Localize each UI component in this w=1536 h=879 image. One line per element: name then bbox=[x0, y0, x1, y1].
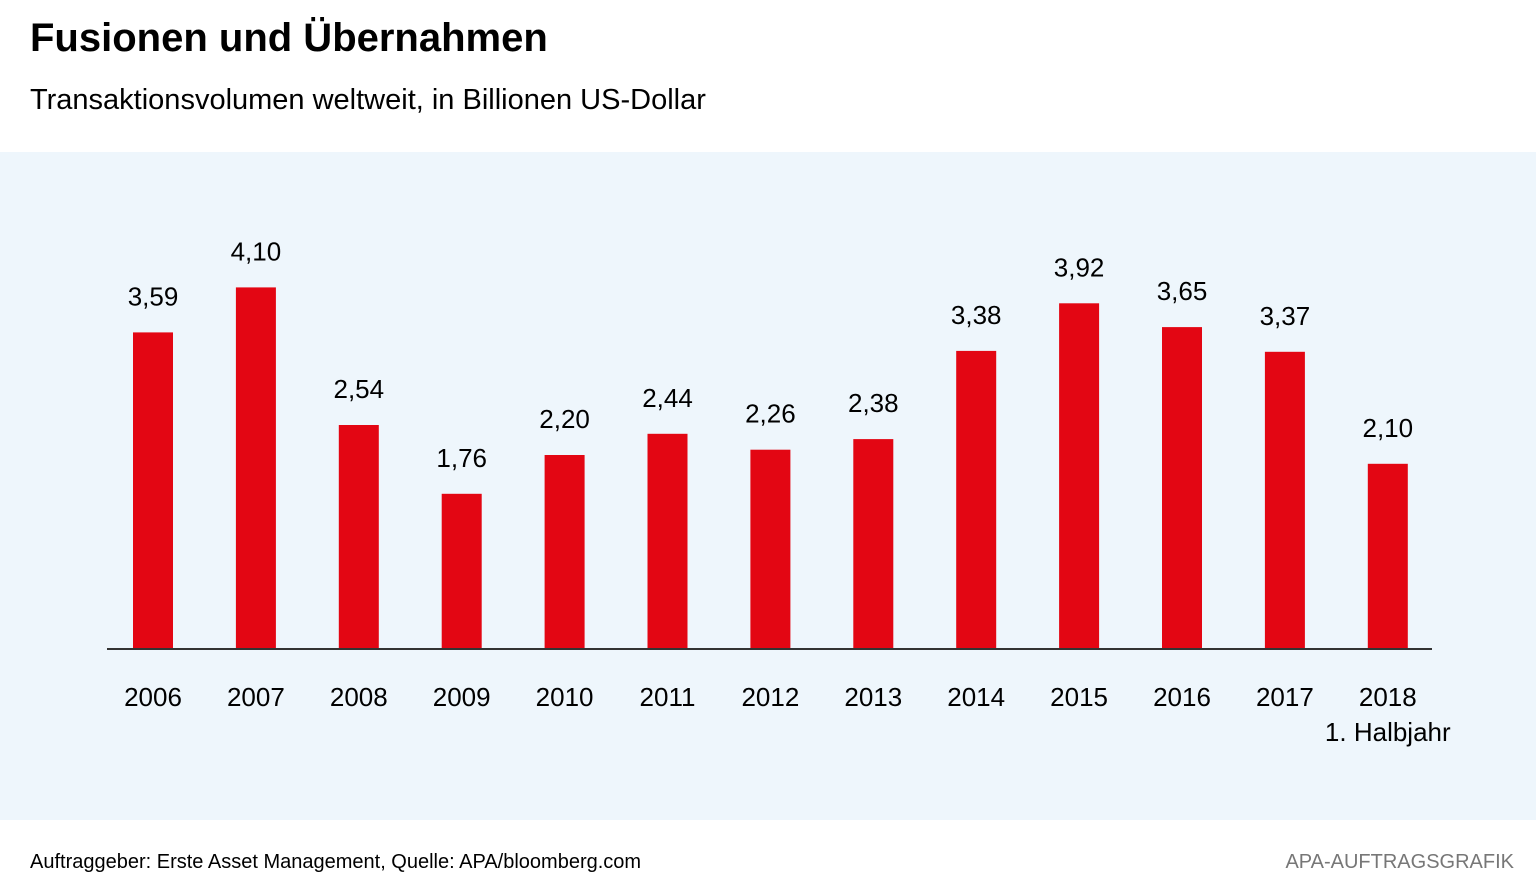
value-label-2007: 4,10 bbox=[231, 236, 282, 266]
value-label-2015: 3,92 bbox=[1054, 252, 1105, 282]
bar-2009 bbox=[441, 493, 482, 649]
bar-2008 bbox=[338, 425, 379, 649]
category-label-2012: 2012 bbox=[741, 682, 799, 712]
value-label-2010: 2,20 bbox=[539, 404, 590, 434]
bar-2013 bbox=[853, 439, 894, 649]
bar-2007 bbox=[235, 287, 276, 649]
category-label-2015: 2015 bbox=[1050, 682, 1108, 712]
bar-2016 bbox=[1162, 327, 1202, 649]
category-label-2013: 2013 bbox=[844, 682, 902, 712]
category-label-2018: 2018 bbox=[1359, 682, 1417, 712]
value-label-2014: 3,38 bbox=[951, 300, 1002, 330]
value-label-2013: 2,38 bbox=[848, 388, 899, 418]
category-label-2017: 2017 bbox=[1256, 682, 1314, 712]
value-label-2008: 2,54 bbox=[333, 374, 384, 404]
category-label-2011: 2011 bbox=[640, 682, 696, 712]
value-label-2011: 2,44 bbox=[642, 383, 693, 413]
value-label-2016: 3,65 bbox=[1157, 276, 1208, 306]
category-label-2008: 2008 bbox=[330, 682, 388, 712]
value-label-2018: 2,10 bbox=[1362, 413, 1413, 443]
bar-2006 bbox=[133, 332, 173, 649]
value-label-2017: 3,37 bbox=[1260, 301, 1311, 331]
bar-2010 bbox=[544, 455, 585, 649]
value-label-2006: 3,59 bbox=[128, 281, 179, 311]
bar-2012 bbox=[750, 449, 791, 649]
category-note-2018: 1. Halbjahr bbox=[1325, 717, 1451, 747]
category-label-2006: 2006 bbox=[124, 682, 182, 712]
bar-chart: 3,59 2006 4,10 2007 2,54 2008 1,76 2009 2,20 2010… bbox=[107, 236, 1451, 747]
source-note: Auftraggeber: Erste Asset Management, Qu… bbox=[30, 851, 642, 873]
category-label-2016: 2016 bbox=[1153, 682, 1211, 712]
bar-2014 bbox=[956, 350, 997, 649]
bar-2015 bbox=[1059, 303, 1100, 649]
plot-area: 3,59 2006 4,10 2007 2,54 2008 1,76 2009 2,20 2010… bbox=[0, 152, 1536, 820]
category-label-2014: 2014 bbox=[947, 682, 1005, 712]
bar-2017 bbox=[1264, 351, 1305, 649]
chart-title: Fusionen und Übernahmen bbox=[30, 16, 548, 60]
value-label-2012: 2,26 bbox=[745, 399, 796, 429]
bar-2018 bbox=[1367, 463, 1408, 649]
credit-label: APA-AUFTRAGSGRAFIK bbox=[1285, 851, 1514, 873]
category-label-2007: 2007 bbox=[227, 682, 285, 712]
bar-2011 bbox=[647, 433, 688, 649]
value-label-2009: 1,76 bbox=[436, 443, 487, 473]
category-label-2010: 2010 bbox=[536, 682, 594, 712]
category-label-2009: 2009 bbox=[433, 682, 491, 712]
chart-subtitle: Transaktionsvolumen weltweit, in Billion… bbox=[30, 84, 706, 116]
